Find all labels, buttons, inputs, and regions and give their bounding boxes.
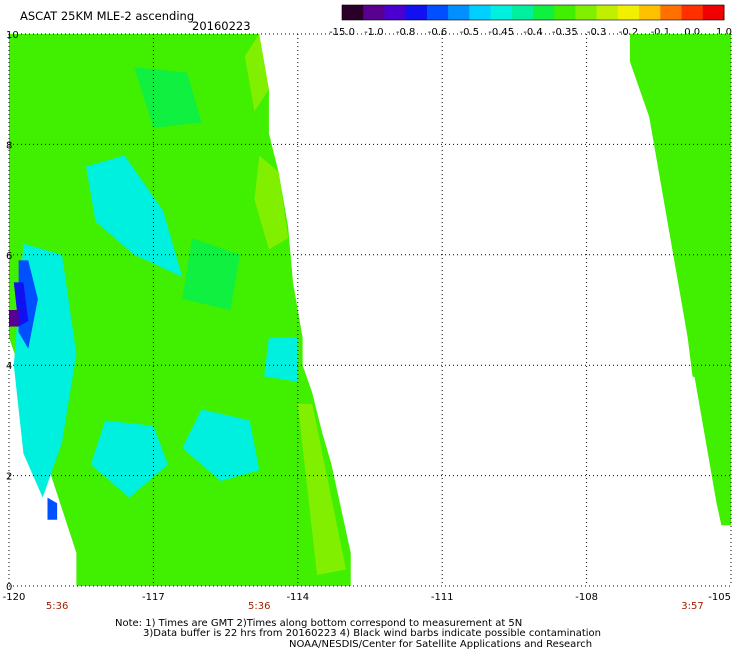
y-tick-label: 0 [6,582,12,593]
swath-east [629,34,731,526]
colorbar-swatch [490,5,513,20]
value-region [90,420,168,498]
colorbar-swatch [660,5,683,20]
x-tick-label: -117 [142,592,165,603]
time-label: 3:57 [681,601,703,612]
time-label: 5:36 [248,601,270,612]
colorbar-swatch [511,5,534,20]
colorbar-label: 0.0 [684,27,700,38]
value-region [134,67,202,128]
value-region [47,497,58,520]
colorbar-label: 1.0 [716,27,732,38]
colorbar-swatch [617,5,640,20]
value-region [244,34,269,112]
colorbar-label: -0.35 [552,27,578,38]
colorbar-swatch [681,5,704,20]
chart-title: ASCAT 25KM MLE-2 ascending [20,9,194,23]
colorbar-frame [341,4,725,21]
note-line-1: Note: 1) Times are GMT 2)Times along bot… [115,618,522,629]
time-labels: 5:36 5:36 3:57 [46,601,704,612]
y-tick-label: 2 [6,472,12,483]
grid-lines [8,33,732,587]
x-tick-label: -120 [3,592,26,603]
colorbar-swatch [702,5,725,20]
note-line-2: 3)Data buffer is 22 hrs from 20160223 4)… [143,628,601,639]
colorbar-label: -0.4 [523,27,543,38]
colorbar-label: -1.0 [364,27,384,38]
y-tick-label: 10 [6,30,19,41]
chart-date: 20160223 [192,19,251,33]
colorbar-swatch [596,5,619,20]
time-label: 5:36 [46,601,68,612]
swath-coverage [629,34,731,526]
colorbar-swatch [342,5,364,20]
colorbar-label: -0.45 [488,27,514,38]
y-tick-label: 6 [6,251,12,262]
colorbar-swatch [384,5,407,20]
colorbar-swatch [469,5,492,20]
colorbar-swatch [554,5,576,20]
colorbar-label: -15.0 [329,27,355,38]
colorbar-swatch [575,5,598,20]
x-tick-label: -111 [431,592,454,603]
colorbar-label: -0.5 [460,27,480,38]
colorbar-swatch [405,5,428,20]
value-region [182,238,241,310]
value-region [297,403,346,575]
colorbar-swatch [639,5,661,20]
note-line-3: NOAA/NESDIS/Center for Satellite Applica… [289,639,592,650]
colorbar-label: -0.8 [396,27,416,38]
x-tick-label: -108 [575,592,598,603]
value-region [264,337,298,382]
y-tick-label: 4 [6,361,12,372]
colorbar: -15.0 -1.0 -0.8 -0.6 -0.5 -0.45 -0.4 -0.35 -0.3 -… [329,4,732,38]
y-tick-label: 8 [6,140,12,151]
axis-ticks: -120 -117 -114 -111 -108 -105 0 2 4 6 8 10 [3,30,731,603]
value-region [682,298,712,388]
colorbar-label: -0.6 [428,27,448,38]
colorbar-label: -0.2 [619,27,639,38]
x-tick-label: -114 [286,592,309,603]
value-region [254,155,289,250]
swath-layer [9,34,731,586]
colorbar-swatch [426,5,449,20]
colorbar-swatch [533,5,555,20]
colorbar-label: -0.1 [651,27,671,38]
colorbar-swatch [363,5,385,20]
colorbar-label: -0.3 [587,27,607,38]
value-region [9,310,19,327]
value-region [182,409,260,482]
colorbar-swatch [448,5,470,20]
x-tick-label: -105 [708,592,731,603]
swath-west [9,34,351,586]
value-region [86,155,183,277]
